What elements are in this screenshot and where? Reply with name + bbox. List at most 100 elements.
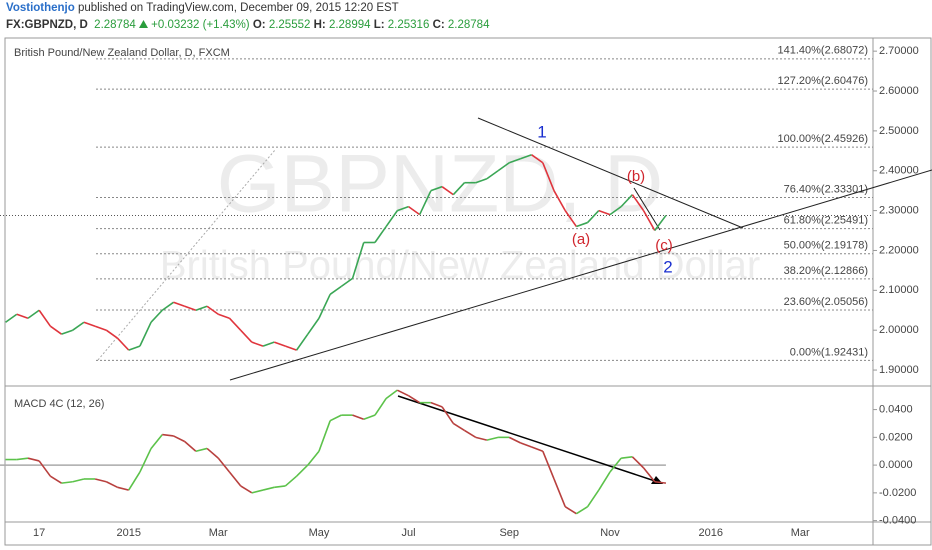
price-segment xyxy=(206,305,219,315)
price-segment xyxy=(508,158,521,164)
x-tick-label: Mar xyxy=(791,527,810,539)
ohlc-label: H: xyxy=(313,19,326,31)
author[interactable]: Vostiothenjo xyxy=(6,2,75,14)
fib-label: 61.80%(2.25491) xyxy=(784,214,868,226)
price-segment xyxy=(374,398,387,416)
price-segment xyxy=(94,325,107,331)
price-segment xyxy=(285,345,297,351)
price-segment xyxy=(173,435,186,443)
price-segment xyxy=(72,321,85,331)
price-segment xyxy=(520,442,532,448)
price-segment xyxy=(94,478,107,483)
price-segment xyxy=(575,506,589,515)
price-segment xyxy=(206,447,219,459)
header-line: FX:GBPNZD, D 2.28784 +0.03232 (+1.43%) O… xyxy=(6,17,489,34)
last: 2.28784 xyxy=(94,19,136,31)
y-tick-label: 2.40000 xyxy=(879,165,919,177)
price-segment xyxy=(396,389,409,397)
price-segment xyxy=(631,194,645,212)
price-segment xyxy=(351,242,365,279)
price-segment xyxy=(531,154,544,164)
fib-label: 23.60%(2.05056) xyxy=(784,296,868,308)
price-segment xyxy=(5,313,18,323)
price-segment xyxy=(128,345,141,351)
price-segment xyxy=(284,475,298,487)
published: published on TradingView.com, December 0… xyxy=(77,2,399,14)
price-segment xyxy=(251,489,264,494)
price-segment xyxy=(486,436,499,441)
price-segment xyxy=(441,406,454,424)
price-segment xyxy=(162,433,174,437)
price-segment xyxy=(352,414,365,421)
price-segment xyxy=(642,210,656,231)
price-segment xyxy=(217,313,230,319)
price-segment xyxy=(475,436,488,441)
y-tick-label: 2.00000 xyxy=(879,324,919,336)
price-segment xyxy=(307,450,320,466)
fib-label: 127.20%(2.60476) xyxy=(777,75,868,87)
price-segment xyxy=(195,305,208,312)
price-segment xyxy=(116,337,130,351)
price-segment xyxy=(497,162,510,172)
wave-line xyxy=(633,187,661,231)
price-segment xyxy=(128,471,141,491)
y-tick-label: 2.10000 xyxy=(879,284,919,296)
fib-label: 0.00%(1.92431) xyxy=(790,346,868,358)
price-segment xyxy=(105,481,118,489)
x-tick-label: Jul xyxy=(401,527,415,539)
price-segment xyxy=(553,478,566,508)
price-segment xyxy=(564,506,577,515)
x-tick-label: Mar xyxy=(209,527,228,539)
price-segment xyxy=(61,329,74,335)
price-segment xyxy=(295,333,309,351)
price-segment xyxy=(105,329,118,339)
price-segment xyxy=(49,475,62,484)
price-segment xyxy=(531,446,544,452)
x-tick-label: 2015 xyxy=(116,527,140,539)
price-segment xyxy=(642,467,656,483)
price-segment xyxy=(228,317,242,331)
price-segment xyxy=(621,455,633,459)
price-segment xyxy=(150,434,163,449)
price-segment xyxy=(329,414,342,422)
price-segment xyxy=(654,480,667,484)
trend-line xyxy=(229,169,932,381)
trend-line xyxy=(477,117,744,229)
price-segment xyxy=(609,457,622,473)
price-segment xyxy=(16,313,29,319)
y-tick-label: 2.60000 xyxy=(879,85,919,97)
price-segment xyxy=(61,480,73,484)
price-segment xyxy=(184,305,197,312)
price-segment xyxy=(542,162,555,191)
fib-label: 38.20%(2.12866) xyxy=(784,265,868,277)
ohlc-label: L: xyxy=(373,19,385,31)
price-segment xyxy=(553,190,566,211)
price-segment xyxy=(274,485,286,489)
header: Vostiothenjo published on TradingView.co… xyxy=(6,0,489,34)
price-segment xyxy=(430,401,443,408)
wave-label: (a) xyxy=(572,231,590,248)
price-segment xyxy=(576,221,588,228)
price-segment xyxy=(83,321,96,327)
y-tick-label: 2.50000 xyxy=(879,125,919,137)
divergence-arrow xyxy=(397,395,659,483)
fib-label: 50.00%(2.19178) xyxy=(784,240,868,252)
y-tick-label: 0.0400 xyxy=(879,403,913,415)
price-segment xyxy=(464,429,477,439)
x-tick-label: May xyxy=(309,527,330,539)
price-segment xyxy=(620,194,633,208)
wave-label: 2 xyxy=(663,257,672,276)
up-icon xyxy=(138,20,148,28)
indicator-title: MACD 4C (12, 26) xyxy=(14,398,104,410)
y-tick-label: 2.30000 xyxy=(879,205,919,217)
price-segment xyxy=(475,177,488,184)
price-segment xyxy=(385,210,398,228)
y-tick-label: -0.0200 xyxy=(879,487,916,499)
fib-label: 141.40%(2.68072) xyxy=(777,45,868,57)
change: +0.03232 (+1.43%) xyxy=(151,19,250,31)
price-segment xyxy=(184,440,197,452)
x-tick-label: Sep xyxy=(499,527,519,539)
price-segment xyxy=(38,309,52,327)
y-tick-label: 2.70000 xyxy=(879,45,919,57)
